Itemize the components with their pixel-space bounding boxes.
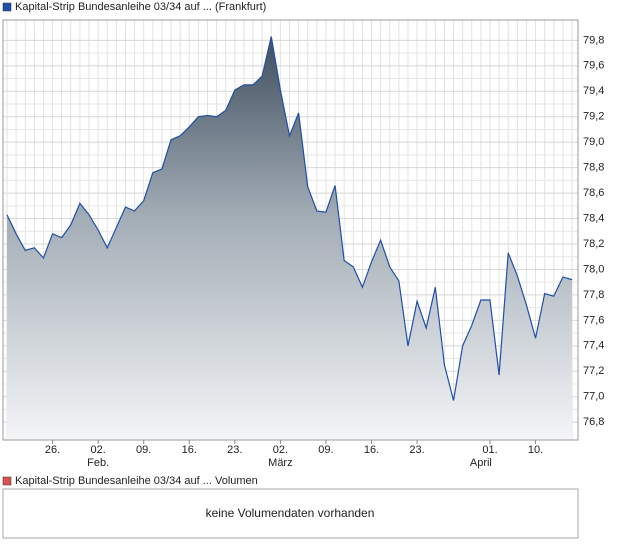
legend-swatch [2,476,12,486]
volume-message: keine Volumendaten vorhanden [206,506,375,520]
y-tick-label: 77,6 [583,314,604,326]
volume-panel [2,488,579,539]
y-tick-label: 77,0 [583,391,604,403]
y-tick-label: 79,6 [583,60,604,72]
y-tick-label: 79,0 [583,136,604,148]
y-tick-label: 78,6 [583,187,604,199]
x-tick-label: 02. [273,444,288,456]
x-tick-label: 16. [364,444,379,456]
month-label: Feb. [87,457,109,469]
legend-swatch [2,2,12,12]
x-tick-label: 26. [45,444,60,456]
y-tick-label: 77,4 [583,340,604,352]
chart-title: Kapital-Strip Bundesanleihe 03/34 auf ..… [15,1,266,13]
y-tick-label: 79,4 [583,85,604,97]
x-tick-label: 23. [227,444,242,456]
month-label: April [470,457,492,469]
y-tick-label: 77,8 [583,289,604,301]
y-tick-label: 79,8 [583,34,604,46]
price-line [6,36,573,401]
x-tick-label: 09. [318,444,333,456]
volume-title: Kapital-Strip Bundesanleihe 03/34 auf ..… [15,475,258,487]
x-tick-label: 02. [90,444,105,456]
area-fill [7,36,572,440]
y-tick-label: 76,8 [583,416,604,428]
x-tick-label: 23. [409,444,424,456]
y-tick-label: 77,2 [583,365,604,377]
y-tick-label: 79,2 [583,111,604,123]
x-tick-label: 09. [136,444,151,456]
plot-border [2,19,579,441]
x-tick-label: 10. [528,444,543,456]
x-tick-label: 01. [482,444,497,456]
y-tick-label: 78,0 [583,263,604,275]
month-label: März [268,457,292,469]
y-tick-label: 78,8 [583,162,604,174]
x-tick-label: 16. [182,444,197,456]
y-tick-label: 78,2 [583,238,604,250]
y-tick-label: 78,4 [583,212,604,224]
